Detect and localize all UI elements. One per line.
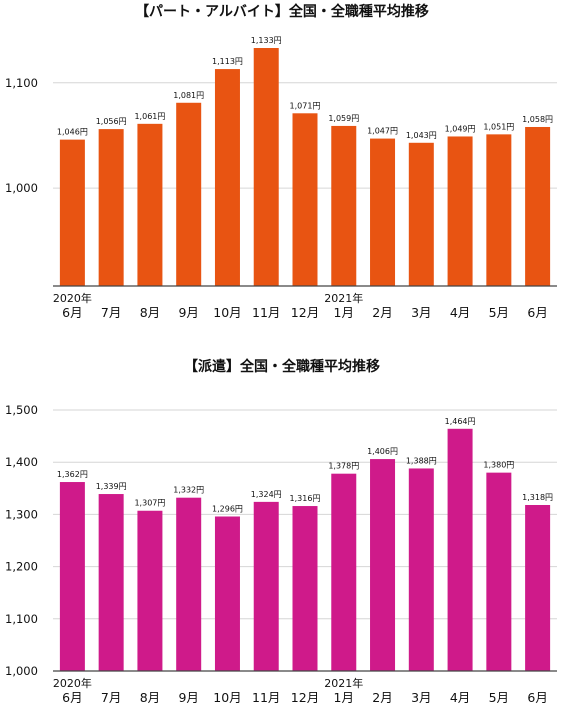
data-label: 1,307円 [134, 499, 165, 508]
data-label: 1,133円 [251, 36, 282, 45]
x-year-label: 2020年 [53, 291, 92, 305]
x-year-label: 2021年 [324, 676, 363, 690]
x-year-label: 2020年 [53, 676, 92, 690]
x-tick-label: 9月 [178, 305, 198, 320]
data-label: 1,380円 [483, 461, 514, 470]
y-tick-label: 1,100 [5, 612, 38, 626]
bar [253, 501, 279, 671]
x-tick-label: 8月 [140, 305, 160, 320]
bar [408, 468, 434, 671]
bar [59, 482, 85, 671]
data-label: 1,406円 [367, 447, 398, 456]
x-tick-label: 3月 [411, 690, 431, 705]
x-tick-label: 1月 [334, 690, 354, 705]
x-tick-label: 4月 [450, 690, 470, 705]
y-tick-label: 1,500 [5, 403, 38, 417]
bar [486, 134, 512, 286]
part-time-wage-chart: 【パート・アルバイト】全国・全職種平均推移 1,000 1,100 1,046円 6月… [5, 3, 557, 320]
bar [525, 505, 551, 671]
bar [176, 102, 202, 286]
data-label: 1,339円 [96, 482, 127, 491]
x-tick-label: 6月 [527, 690, 547, 705]
y-tick-label: 1,000 [5, 181, 38, 195]
data-label: 1,113円 [212, 57, 243, 66]
data-label: 1,378円 [328, 462, 359, 471]
bar [370, 138, 396, 286]
bar [176, 497, 202, 671]
bar [447, 428, 473, 671]
y-tick-label: 1,300 [5, 507, 38, 521]
x-tick-label: 5月 [489, 690, 509, 705]
data-label: 1,362円 [57, 470, 88, 479]
x-tick-label: 6月 [527, 305, 547, 320]
x-tick-label: 10月 [213, 690, 241, 705]
bar [408, 142, 434, 286]
bar [98, 129, 124, 286]
bar [370, 459, 396, 671]
data-label: 1,332円 [173, 486, 204, 495]
y-tick-label: 1,100 [5, 76, 38, 90]
bar [292, 113, 318, 286]
y-tick-label: 1,200 [5, 560, 38, 574]
bar [486, 472, 512, 671]
x-tick-label: 8月 [140, 690, 160, 705]
bar [331, 473, 357, 671]
bar [525, 126, 551, 286]
x-tick-label: 2月 [372, 690, 392, 705]
data-label: 1,318円 [522, 493, 553, 502]
data-label: 1,056円 [96, 117, 127, 126]
data-label: 1,046円 [57, 128, 88, 137]
data-label: 1,059円 [328, 114, 359, 123]
dispatch-wage-chart: 【派遣】全国・全職種平均推移 1,000 1,100 1,200 1,300 1,400… [5, 358, 557, 705]
data-label: 1,071円 [290, 101, 321, 110]
data-label: 1,061円 [134, 112, 165, 121]
chart-title: 【パート・アルバイト】全国・全職種平均推移 [135, 3, 429, 20]
bar [214, 69, 240, 286]
bar [253, 48, 279, 286]
data-label: 1,051円 [483, 122, 514, 131]
data-label: 1,047円 [367, 127, 398, 136]
x-tick-label: 9月 [178, 690, 198, 705]
bar [447, 136, 473, 286]
bar [214, 516, 240, 671]
chart-title: 【派遣】全国・全職種平均推移 [184, 358, 380, 375]
x-tick-label: 3月 [411, 305, 431, 320]
data-label: 1,324円 [251, 490, 282, 499]
x-tick-label: 11月 [252, 690, 280, 705]
y-tick-label: 1,000 [5, 664, 38, 678]
x-tick-label: 4月 [450, 305, 470, 320]
data-label: 1,081円 [173, 91, 204, 100]
bar [137, 510, 163, 671]
x-tick-label: 7月 [101, 690, 121, 705]
bar [137, 123, 163, 286]
x-tick-label: 5月 [489, 305, 509, 320]
bar [59, 139, 85, 286]
x-tick-label: 6月 [62, 690, 82, 705]
x-tick-label: 10月 [213, 305, 241, 320]
data-label: 1,464円 [445, 417, 476, 426]
x-tick-label: 11月 [252, 305, 280, 320]
data-label: 1,043円 [406, 131, 437, 140]
x-tick-label: 6月 [62, 305, 82, 320]
x-tick-label: 1月 [334, 305, 354, 320]
bar [292, 506, 318, 671]
x-year-label: 2021年 [324, 291, 363, 305]
x-tick-label: 2月 [372, 305, 392, 320]
data-label: 1,296円 [212, 504, 243, 513]
x-tick-label: 12月 [291, 690, 319, 705]
bar [98, 494, 124, 671]
bar [331, 125, 357, 286]
data-label: 1,316円 [290, 494, 321, 503]
data-label: 1,388円 [406, 456, 437, 465]
data-label: 1,049円 [445, 124, 476, 133]
y-tick-label: 1,400 [5, 455, 38, 469]
data-label: 1,058円 [522, 115, 553, 124]
x-tick-label: 7月 [101, 305, 121, 320]
x-tick-label: 12月 [291, 305, 319, 320]
